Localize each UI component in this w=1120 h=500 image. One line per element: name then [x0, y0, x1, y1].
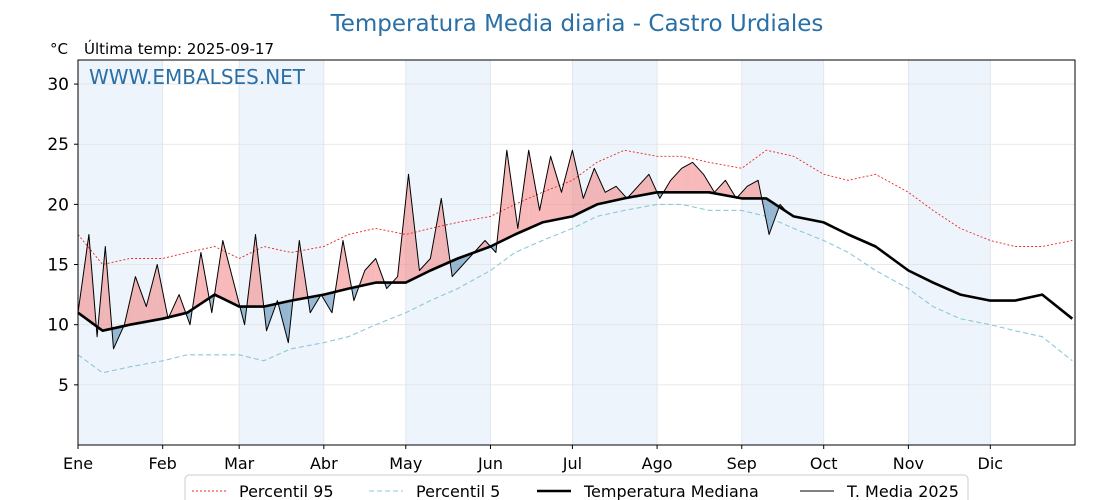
above-median-fill — [692, 162, 704, 193]
x-tick-label: Nov — [893, 454, 924, 473]
y-unit-label: °C — [50, 40, 68, 58]
above-median-fill — [539, 156, 551, 224]
y-tick-label: 10 — [47, 316, 69, 336]
above-median-fill — [638, 174, 649, 196]
x-tick-label: Sep — [727, 454, 757, 473]
x-tick-label: Feb — [149, 454, 177, 473]
x-axis: Ene Feb Mar Abr May Jun Jul Ago Sep Oct Nov Dic — [63, 445, 1003, 473]
series-line-p95 — [77, 149, 1073, 265]
x-tick-label: Jul — [562, 454, 582, 473]
plot-frame — [77, 59, 1076, 446]
month-band-mar — [239, 60, 324, 445]
y-tick-label: 15 — [47, 256, 69, 276]
x-tick-label: Ago — [642, 454, 673, 473]
legend-label-median: Temperatura Mediana — [583, 482, 759, 500]
y-tick-label: 20 — [47, 195, 69, 215]
above-median-fill — [594, 168, 606, 206]
above-median-fill — [583, 168, 595, 212]
above-median-fill — [135, 276, 147, 324]
series-line-current — [77, 149, 786, 350]
x-tick-label: Abr — [310, 454, 338, 473]
above-median-fill — [528, 150, 540, 229]
chart-title: Temperatura Media diaria - Castro Urdial… — [330, 11, 824, 37]
month-bands — [78, 60, 991, 445]
series-lines — [77, 149, 1074, 374]
above-median-fill — [561, 150, 573, 219]
y-tick-label: 25 — [47, 135, 69, 155]
legend-label-p5: Percentil 5 — [416, 482, 500, 500]
y-axis: 5 10 15 20 25 30 — [47, 75, 78, 396]
above-median-fill — [222, 240, 234, 304]
watermark: WWW.EMBALSES.NET — [89, 65, 306, 89]
legend-label-p95: Percentil 95 — [239, 482, 334, 500]
above-median-fill — [605, 186, 617, 203]
above-median-fill — [681, 162, 693, 193]
above-median-fill — [550, 156, 562, 221]
month-band-nov — [908, 60, 991, 445]
above-median-fill — [430, 198, 442, 271]
month-band-jul — [572, 60, 658, 445]
y-tick-label: 30 — [47, 75, 69, 95]
x-tick-label: May — [389, 454, 422, 473]
x-tick-label: Jun — [477, 454, 503, 473]
below-median-fill — [452, 256, 464, 277]
legend: Percentil 95 Percentil 5 Temperatura Media… — [184, 474, 969, 500]
x-tick-label: Dic — [978, 454, 1004, 473]
last-temp-label: Última temp: 2025-09-17 — [84, 39, 274, 58]
month-band-sep — [741, 60, 824, 445]
x-tick-label: Ene — [63, 454, 93, 473]
above-median-fill — [714, 180, 726, 196]
above-median-fill — [572, 150, 584, 217]
legend-label-current: T. Media 2025 — [846, 482, 959, 500]
legend-box — [184, 474, 969, 500]
series-line-median — [77, 191, 1074, 333]
below-median-fill — [769, 200, 780, 235]
series-line-p5 — [77, 203, 1073, 374]
above-median-fill — [146, 264, 158, 322]
above-median-fill — [670, 168, 682, 193]
month-band-ene — [78, 60, 163, 445]
above-median-fill — [364, 258, 376, 285]
x-tick-label: Oct — [810, 454, 838, 473]
x-tick-label: Mar — [224, 454, 255, 473]
y-tick-label: 5 — [58, 376, 69, 396]
